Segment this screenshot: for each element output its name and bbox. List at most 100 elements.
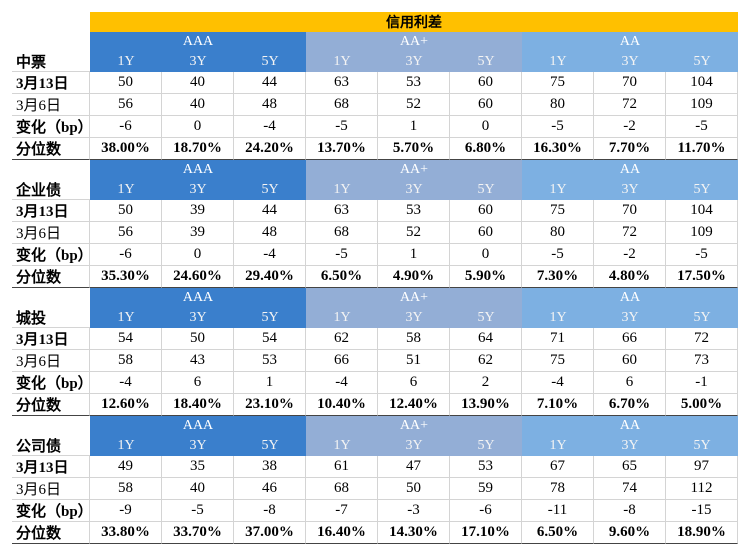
rating-header: AA [522, 32, 738, 52]
tenor-header: 3Y [378, 308, 450, 328]
tenor-header: 5Y [450, 308, 522, 328]
tenor-header: 1Y [306, 180, 378, 200]
tenor-header: 1Y [306, 436, 378, 456]
value-cell: 53 [378, 72, 450, 94]
value-cell: 52 [378, 222, 450, 244]
value-cell: 63 [306, 72, 378, 94]
value-cell: 5.70% [378, 138, 450, 160]
value-cell: 50 [90, 200, 162, 222]
value-cell: 44 [234, 200, 306, 222]
value-cell: 58 [90, 350, 162, 372]
value-cell: 0 [162, 116, 234, 138]
value-cell: 37.00% [234, 522, 306, 544]
rating-header: AAA [90, 416, 306, 436]
section-name: 城投 [12, 308, 90, 328]
value-cell: 12.60% [90, 394, 162, 416]
value-cell: 54 [234, 328, 306, 350]
value-cell: 5.00% [666, 394, 738, 416]
row-label: 变化（bp） [12, 244, 93, 266]
value-cell: 70 [594, 72, 666, 94]
rating-header: AA+ [306, 160, 522, 180]
value-cell: -2 [594, 116, 666, 138]
value-cell: 29.40% [234, 266, 306, 288]
value-cell: 0 [450, 244, 522, 266]
value-cell: 61 [306, 456, 378, 478]
tenor-header: 1Y [306, 308, 378, 328]
value-cell: -6 [450, 500, 522, 522]
value-cell: -5 [306, 244, 378, 266]
value-cell: 13.70% [306, 138, 378, 160]
value-cell: 60 [450, 222, 522, 244]
value-cell: -5 [666, 244, 738, 266]
value-cell: 1 [234, 372, 306, 394]
value-cell: 72 [594, 94, 666, 116]
value-cell: 39 [162, 222, 234, 244]
value-cell: 6.80% [450, 138, 522, 160]
value-cell: 23.10% [234, 394, 306, 416]
value-cell: 18.70% [162, 138, 234, 160]
value-cell: 51 [378, 350, 450, 372]
tenor-header: 5Y [666, 52, 738, 72]
value-cell: -4 [306, 372, 378, 394]
value-cell: 50 [90, 72, 162, 94]
tenor-header: 5Y [234, 180, 306, 200]
value-cell: 10.40% [306, 394, 378, 416]
value-cell: -6 [90, 244, 162, 266]
value-cell: 1 [378, 116, 450, 138]
tenor-header: 1Y [522, 52, 594, 72]
value-cell: 13.90% [450, 394, 522, 416]
value-cell: 60 [450, 94, 522, 116]
tenor-header: 1Y [90, 180, 162, 200]
value-cell: 5.90% [450, 266, 522, 288]
value-cell: 74 [594, 478, 666, 500]
section-name: 公司债 [12, 436, 90, 456]
value-cell: 16.30% [522, 138, 594, 160]
value-cell: 48 [234, 94, 306, 116]
section-name: 企业债 [12, 180, 90, 200]
row-label: 3月6日 [12, 350, 90, 372]
value-cell: 70 [594, 200, 666, 222]
tenor-header: 5Y [450, 436, 522, 456]
rating-header: AAA [90, 32, 306, 52]
value-cell: 40 [162, 94, 234, 116]
tenor-header: 3Y [378, 436, 450, 456]
value-cell: 35 [162, 456, 234, 478]
value-cell: 63 [306, 200, 378, 222]
tenor-header: 5Y [666, 308, 738, 328]
value-cell: 1 [378, 244, 450, 266]
value-cell: 43 [162, 350, 234, 372]
value-cell: 35.30% [90, 266, 162, 288]
tenor-header: 1Y [522, 180, 594, 200]
value-cell: 53 [378, 200, 450, 222]
rating-header: AA+ [306, 416, 522, 436]
value-cell: 24.60% [162, 266, 234, 288]
value-cell: 68 [306, 222, 378, 244]
tenor-header: 3Y [594, 180, 666, 200]
value-cell: 39 [162, 200, 234, 222]
value-cell: 80 [522, 222, 594, 244]
value-cell: 6.70% [594, 394, 666, 416]
value-cell: 4.80% [594, 266, 666, 288]
row-label: 3月13日 [12, 200, 90, 222]
value-cell: 75 [522, 200, 594, 222]
value-cell: 62 [450, 350, 522, 372]
table-title: 信用利差 [90, 12, 738, 32]
row-label: 3月13日 [12, 328, 90, 350]
value-cell: -15 [666, 500, 738, 522]
value-cell: 58 [378, 328, 450, 350]
value-cell: 67 [522, 456, 594, 478]
row-label: 3月13日 [12, 72, 90, 94]
row-label: 变化（bp） [12, 500, 93, 522]
value-cell: 12.40% [378, 394, 450, 416]
value-cell: -7 [306, 500, 378, 522]
value-cell: -4 [234, 244, 306, 266]
value-cell: 49 [90, 456, 162, 478]
value-cell: -4 [522, 372, 594, 394]
value-cell: 14.30% [378, 522, 450, 544]
value-cell: -4 [90, 372, 162, 394]
value-cell: 0 [450, 116, 522, 138]
value-cell: 109 [666, 222, 738, 244]
value-cell: -2 [594, 244, 666, 266]
rating-header: AAA [90, 160, 306, 180]
tenor-header: 3Y [378, 180, 450, 200]
